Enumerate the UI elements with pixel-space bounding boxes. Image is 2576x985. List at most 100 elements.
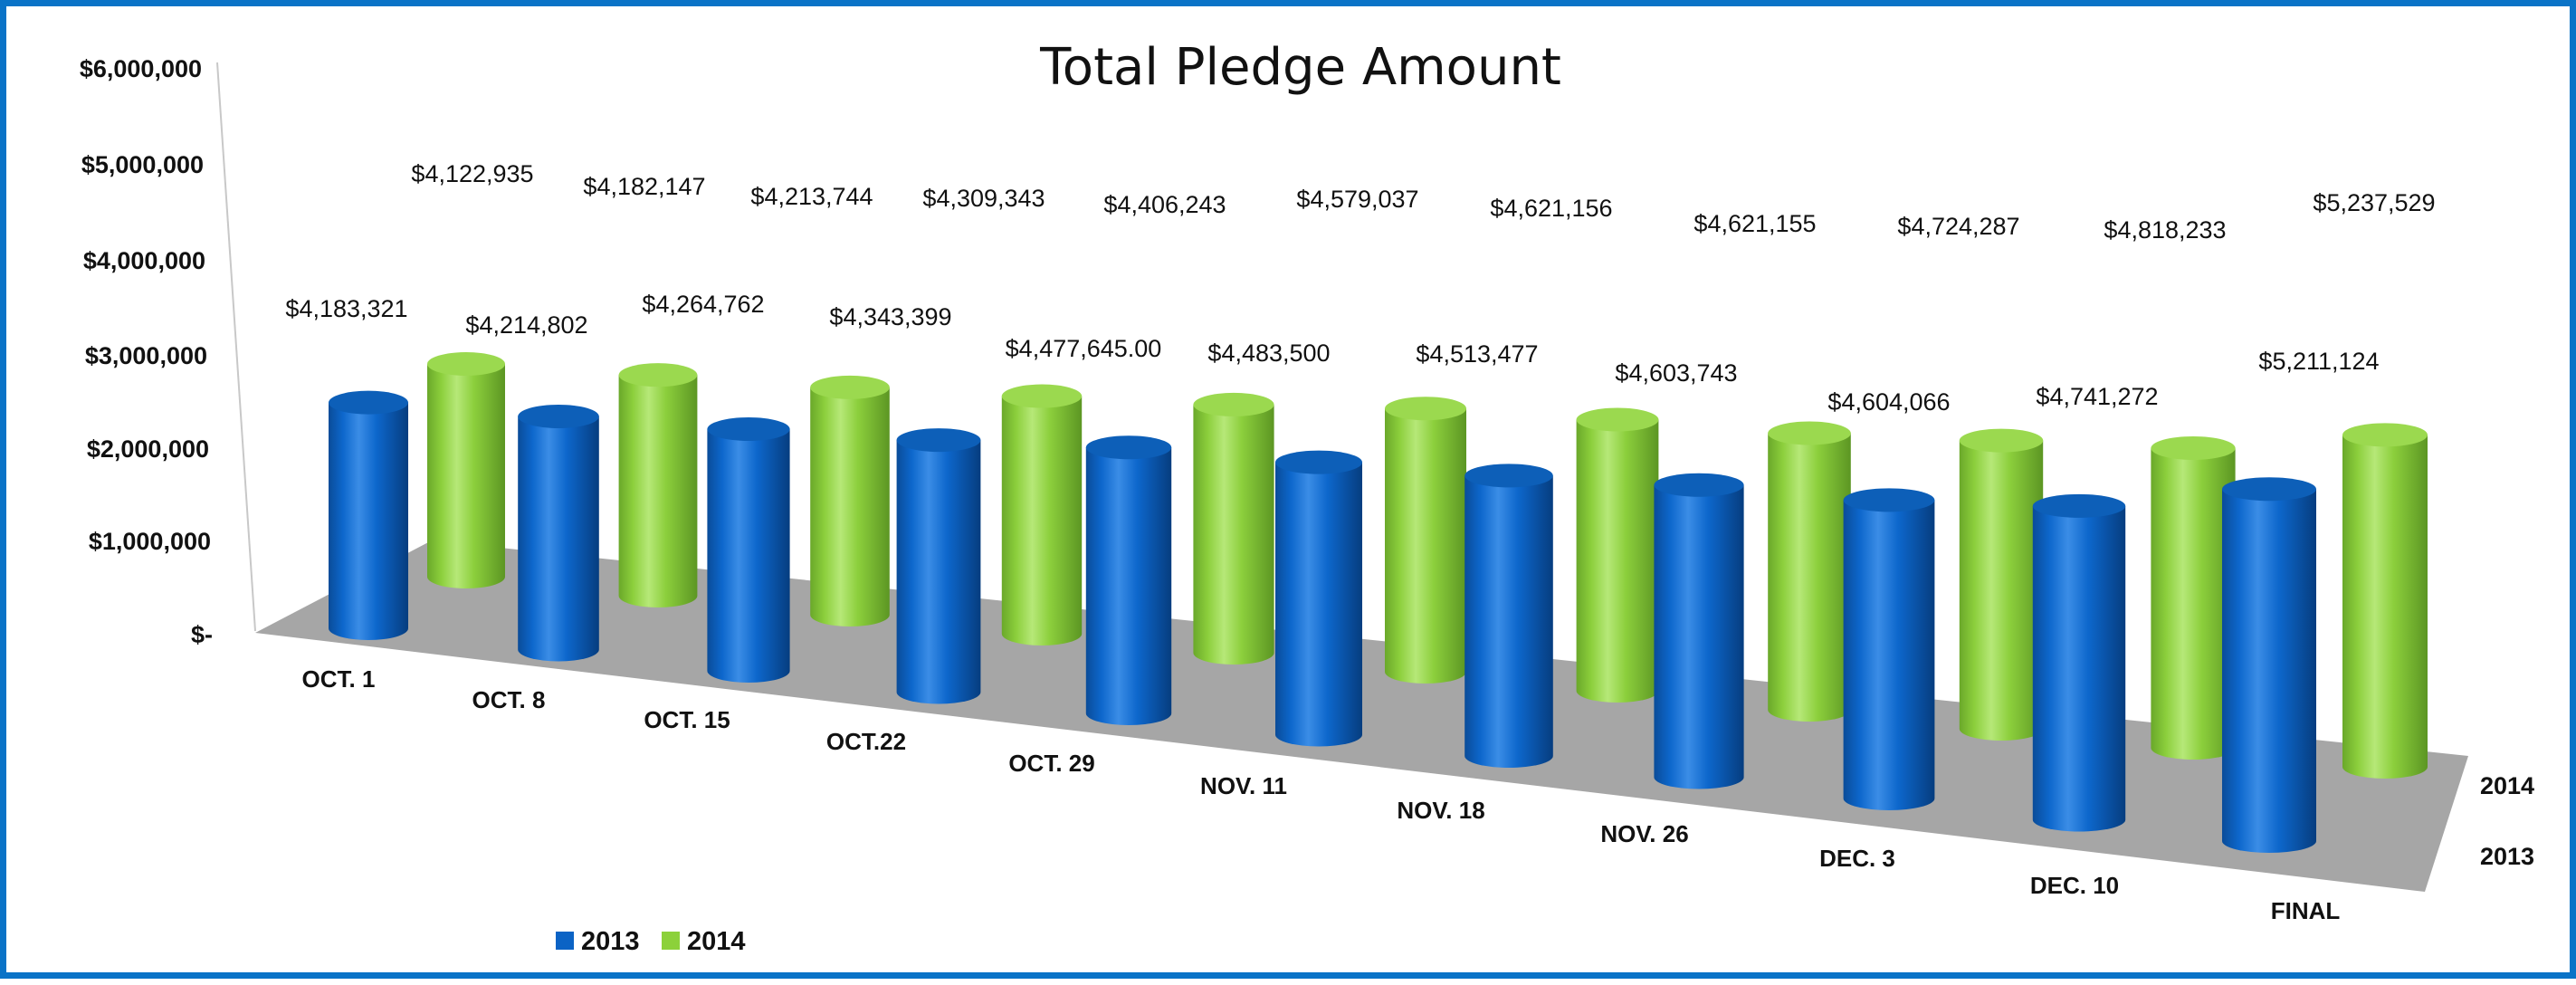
bar-2014-top: [1768, 421, 1851, 445]
data-label-2014: $4,621,156: [1490, 195, 1612, 222]
data-labels: $4,183,321 $4,214,802 $4,264,762 $4,343,399…: [285, 160, 2435, 416]
bar-2014-top: [810, 375, 890, 399]
bar-2014-top: [618, 363, 698, 387]
bar-2013-body: [1465, 475, 1553, 768]
bars: [329, 351, 2428, 853]
bar-2014-body: [1193, 404, 1274, 665]
data-label-2013: $4,214,802: [465, 311, 587, 339]
bar-2013-body: [707, 429, 790, 683]
bar-2014-body: [810, 387, 890, 627]
bar-2013: [1275, 450, 1362, 747]
category-label: OCT. 29: [1008, 750, 1094, 777]
bar-2013-body: [896, 440, 981, 704]
bar-2014-top: [1385, 397, 1466, 421]
data-label-2013: $4,343,399: [829, 303, 951, 330]
bar-2013-body: [329, 402, 408, 640]
legend-label-2014: 2014: [687, 927, 746, 956]
y-tick-label: $1,000,000: [89, 528, 211, 555]
legend: 2013 2014: [556, 927, 746, 956]
bar-2014-body: [2151, 447, 2236, 760]
category-label: OCT. 1: [302, 665, 376, 693]
bar-2013-body: [1085, 447, 1172, 725]
bar-2013: [1843, 488, 1935, 810]
category-label: OCT. 15: [644, 706, 730, 733]
bar-2014-top: [1001, 384, 1083, 408]
bar-2014-body: [1385, 408, 1466, 684]
y-tick-label: $3,000,000: [85, 342, 207, 369]
y-axis-ticks: $- $1,000,000 $2,000,000 $3,000,000 $4,000,0…: [80, 55, 213, 648]
bar-2014-top: [427, 351, 505, 376]
bar-2014-body: [1768, 433, 1851, 722]
bar-2014: [1001, 384, 1083, 646]
category-label: NOV. 26: [1600, 820, 1688, 847]
data-label-2013: $4,513,477: [1416, 340, 1538, 368]
bar-2013: [518, 404, 599, 662]
bar-2013-top: [707, 417, 790, 442]
data-label-2013: $4,183,321: [285, 295, 407, 322]
series-axis-label: 2014: [2480, 772, 2534, 799]
data-label-2014: $4,724,287: [1897, 213, 2019, 240]
data-label-2014: $4,182,147: [583, 173, 705, 200]
bar-2014: [1959, 428, 2044, 741]
bar-2014-top: [2151, 435, 2236, 460]
bar-2014-body: [1959, 440, 2044, 741]
y-axis-line: [216, 62, 256, 632]
bar-2013: [896, 428, 981, 704]
bar-2013-top: [2032, 493, 2126, 518]
y-tick-label: $-: [191, 621, 213, 648]
bar-2013: [1085, 435, 1172, 725]
bar-2013-body: [1843, 500, 1935, 810]
bar-2014: [810, 375, 890, 627]
bar-2014-body: [618, 375, 698, 607]
category-label: NOV. 11: [1200, 772, 1287, 799]
category-label: DEC. 3: [1819, 845, 1895, 872]
bar-2013: [2222, 477, 2316, 853]
bar-2013-top: [896, 428, 981, 453]
series-axis: 2014 2013: [2480, 772, 2534, 870]
bar-2013-top: [1654, 473, 1744, 497]
bar-2013-top: [1843, 488, 1935, 512]
series-axis-label: 2013: [2480, 843, 2534, 870]
bar-2013-body: [2222, 489, 2316, 853]
bar-2014: [618, 363, 698, 607]
bar-2014: [427, 351, 505, 588]
data-label-2014: $4,621,155: [1693, 210, 1816, 237]
legend-label-2013: 2013: [581, 927, 640, 956]
data-label-2013: $5,211,124: [2258, 348, 2379, 375]
category-label: DEC. 10: [2030, 872, 2119, 899]
bar-2014-top: [1959, 428, 2044, 453]
category-label: FINAL: [2271, 897, 2341, 924]
bar-2013-top: [329, 390, 408, 415]
bar-2014-body: [2342, 435, 2428, 779]
bar-2014: [1576, 407, 1659, 703]
data-label-2014: $4,579,037: [1296, 186, 1418, 213]
data-label-2014: $4,406,243: [1103, 191, 1226, 218]
y-tick-label: $5,000,000: [81, 151, 204, 178]
bar-2014: [2342, 423, 2428, 779]
bar-2014-top: [2342, 423, 2428, 447]
bar-2014: [1768, 421, 1851, 722]
data-label-2013: $4,603,743: [1615, 359, 1737, 387]
bar-2013: [1465, 464, 1553, 768]
bar-2013-body: [518, 416, 599, 662]
bar-2014: [2151, 435, 2236, 760]
bar-2013-top: [1465, 464, 1553, 488]
legend-swatch-2013: [556, 932, 574, 950]
data-label-2014: $5,237,529: [2313, 189, 2435, 216]
bar-2014: [1193, 392, 1274, 665]
chart-title: Total Pledge Amount: [1039, 38, 1561, 97]
bar-2013: [1654, 473, 1744, 789]
data-label-2014: $4,213,744: [750, 183, 873, 210]
bar-2014: [1385, 397, 1466, 684]
bar-2013-top: [1085, 435, 1172, 460]
chart-svg: Total Pledge Amount $- $1,000,000 $2,000,0…: [80, 38, 2534, 956]
bar-2013: [707, 417, 790, 683]
data-label-2013: $4,264,762: [642, 291, 764, 318]
y-tick-label: $4,000,000: [83, 247, 205, 274]
bar-2013-body: [1654, 484, 1744, 789]
data-label-2014: $4,818,233: [2104, 216, 2226, 244]
category-label: NOV. 18: [1397, 797, 1484, 824]
bar-2014-top: [1576, 407, 1659, 432]
data-label-2013: $4,477,645.00: [1006, 335, 1162, 362]
